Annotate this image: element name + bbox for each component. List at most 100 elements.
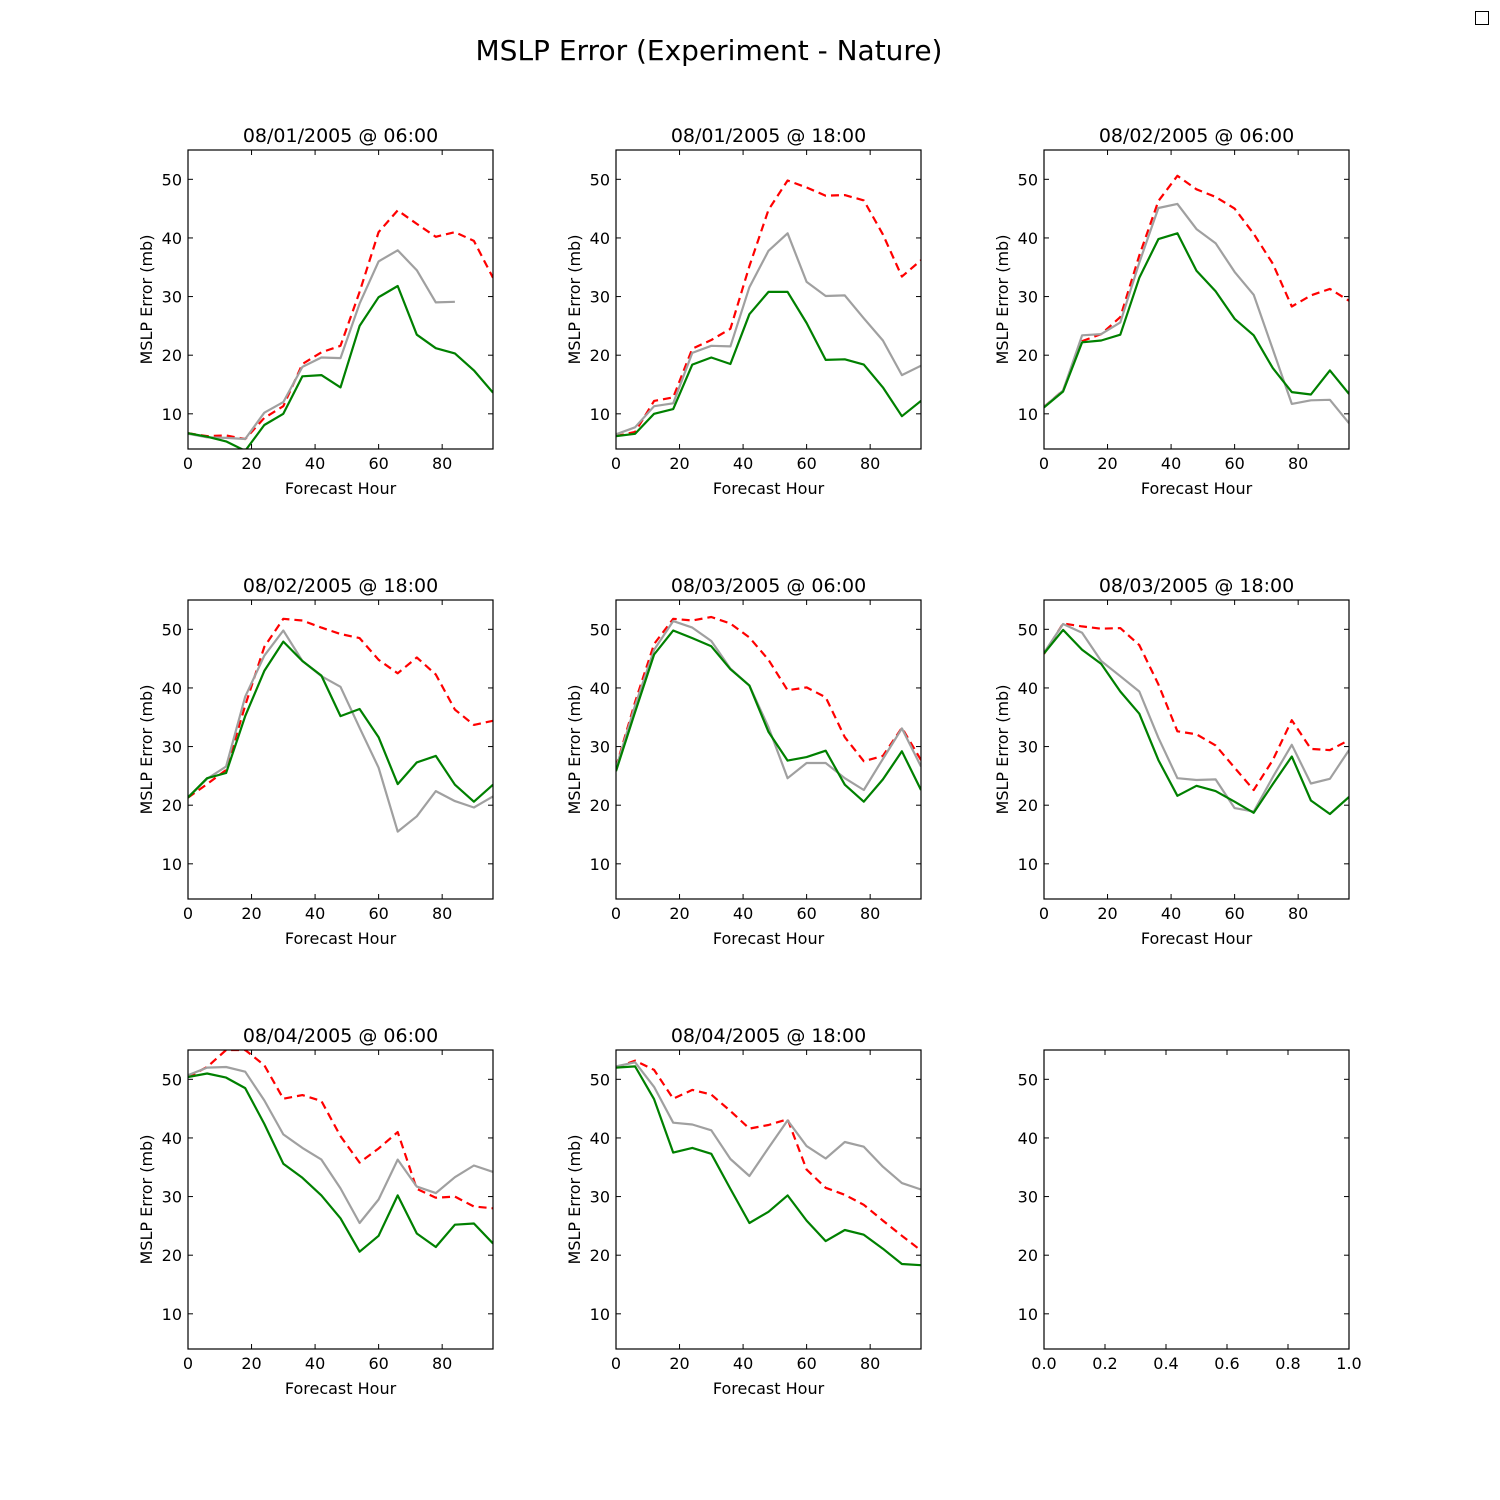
series-line-gray (188, 1065, 493, 1225)
y-axis-label: MSLP Error (mb) (565, 1135, 584, 1265)
y-tick-label: 50 (162, 620, 182, 639)
y-tick-label: 10 (162, 405, 182, 424)
chart-panel: 08/04/2005 @ 18:00 0 20 40 60 80 10 20 30 40 50 For… (565, 1025, 922, 1398)
y-axis-label: MSLP Error (mb) (993, 685, 1012, 815)
series-line-red-dashed (1044, 174, 1349, 408)
x-tick-label: 40 (305, 454, 325, 473)
series-line-green (1044, 628, 1349, 816)
y-tick-label: 50 (590, 170, 610, 189)
x-tick-label: 0 (1039, 904, 1049, 923)
x-tick-label: 60 (1224, 454, 1244, 473)
chart-panel: 08/04/2005 @ 06:00 0 20 40 60 80 10 20 30 40 50 For… (137, 1025, 494, 1398)
x-tick-label: 80 (860, 454, 880, 473)
axes-frame (187, 1049, 494, 1350)
axes-frame (615, 149, 922, 450)
x-tick-label: 0 (183, 1354, 193, 1373)
y-tick-label: 10 (590, 1305, 610, 1324)
y-tick-label: 20 (162, 346, 182, 365)
x-tick-label: 40 (1161, 454, 1181, 473)
x-tick-label: 20 (669, 1354, 689, 1373)
y-axis-label: MSLP Error (mb) (993, 235, 1012, 365)
series-line-green (616, 1065, 921, 1267)
axes-frame (187, 599, 494, 900)
x-axis-label: Forecast Hour (285, 1379, 397, 1398)
x-tick-label: 60 (796, 1354, 816, 1373)
panel-title: 08/01/2005 @ 18:00 (671, 125, 866, 147)
series-line-green (1044, 232, 1349, 409)
axes-frame (1043, 1049, 1350, 1350)
y-tick-label: 50 (1018, 620, 1038, 639)
x-tick-label: 60 (1224, 904, 1244, 923)
x-tick-label: 0 (183, 454, 193, 473)
y-tick-label: 20 (162, 1246, 182, 1265)
series-line-green (188, 640, 493, 803)
series-line-red-dashed (616, 179, 921, 438)
y-axis-label: MSLP Error (mb) (565, 235, 584, 365)
x-tick-label: 0.0 (1031, 1354, 1056, 1373)
y-tick-label: 30 (162, 738, 182, 757)
x-tick-label: 60 (368, 1354, 388, 1373)
chart-panel: 08/03/2005 @ 06:00 0 20 40 60 80 10 20 30 40 50 For… (565, 575, 922, 948)
series-line-gray (1044, 622, 1349, 813)
chart-panel: 08/02/2005 @ 06:00 0 20 40 60 80 10 20 30 40 50 For… (993, 125, 1350, 498)
y-tick-label: 30 (590, 288, 610, 307)
corner-checkbox[interactable] (1475, 11, 1489, 25)
series-line-green (616, 629, 921, 803)
x-axis-label: Forecast Hour (713, 479, 825, 498)
x-tick-label: 0.4 (1153, 1354, 1178, 1373)
x-tick-label: 0 (183, 904, 193, 923)
x-tick-label: 40 (733, 904, 753, 923)
axes-frame (1043, 599, 1350, 900)
y-tick-label: 10 (1018, 405, 1038, 424)
x-tick-label: 60 (368, 454, 388, 473)
y-axis-label: MSLP Error (mb) (137, 1135, 156, 1265)
x-tick-label: 60 (796, 454, 816, 473)
y-tick-label: 30 (162, 1188, 182, 1207)
figure-title: MSLP Error (Experiment - Nature) (476, 34, 943, 67)
series-line-green (188, 284, 493, 449)
chart-panel: 08/01/2005 @ 06:00 0 20 40 60 80 10 20 30 40 50 For… (137, 125, 494, 498)
series-line-red-dashed (188, 617, 493, 799)
panel-title: 08/03/2005 @ 06:00 (671, 575, 866, 597)
panel-title: 08/01/2005 @ 06:00 (243, 125, 438, 147)
x-axis-label: Forecast Hour (713, 1379, 825, 1398)
y-tick-label: 10 (162, 1305, 182, 1324)
y-tick-label: 30 (1018, 288, 1038, 307)
y-tick-label: 30 (162, 288, 182, 307)
y-tick-label: 50 (590, 620, 610, 639)
y-tick-label: 20 (590, 796, 610, 815)
y-tick-label: 50 (162, 170, 182, 189)
x-tick-label: 1.0 (1336, 1354, 1361, 1373)
series-line-red-dashed (616, 1059, 921, 1252)
y-tick-label: 50 (1018, 170, 1038, 189)
series-line-red-dashed (188, 209, 493, 441)
x-tick-label: 20 (1097, 454, 1117, 473)
y-tick-label: 40 (590, 229, 610, 248)
y-tick-label: 40 (162, 229, 182, 248)
x-tick-label: 80 (432, 904, 452, 923)
series-line-gray (188, 249, 455, 441)
y-tick-label: 40 (590, 679, 610, 698)
x-axis-label: Forecast Hour (1141, 929, 1253, 948)
x-tick-label: 80 (860, 1354, 880, 1373)
x-axis-label: Forecast Hour (285, 479, 397, 498)
y-axis-label: MSLP Error (mb) (137, 685, 156, 815)
y-axis-label: MSLP Error (mb) (565, 685, 584, 815)
x-tick-label: 0 (611, 1354, 621, 1373)
y-tick-label: 20 (1018, 346, 1038, 365)
y-tick-label: 20 (162, 796, 182, 815)
chart-panel: 0.0 0.2 0.4 0.6 0.8 1.0 10 20 30 40 50 (1018, 1049, 1362, 1373)
x-tick-label: 0.6 (1214, 1354, 1239, 1373)
panel-title: 08/04/2005 @ 18:00 (671, 1025, 866, 1047)
x-tick-label: 0 (1039, 454, 1049, 473)
x-tick-label: 20 (241, 1354, 261, 1373)
y-tick-label: 20 (1018, 796, 1038, 815)
x-tick-label: 0 (611, 904, 621, 923)
chart-panel: 08/02/2005 @ 18:00 0 20 40 60 80 10 20 30 40 50 For… (137, 575, 494, 948)
x-tick-label: 0.2 (1092, 1354, 1117, 1373)
series-line-green (616, 290, 921, 438)
x-tick-label: 80 (432, 1354, 452, 1373)
series-line-red-dashed (616, 615, 921, 768)
series-line-red-dashed (1044, 622, 1349, 792)
y-tick-label: 20 (590, 346, 610, 365)
